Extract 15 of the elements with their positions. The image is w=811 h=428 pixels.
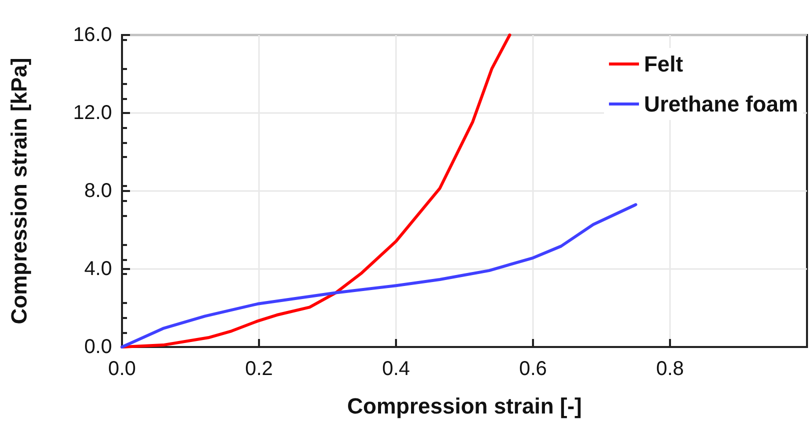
legend-label: Urethane foam [644, 92, 798, 116]
y-tick-label: 16.0 [73, 24, 112, 46]
x-tick-label: 0.6 [519, 358, 547, 380]
x-tick-label: 0.2 [245, 358, 273, 380]
y-tick-label: 8.0 [84, 180, 112, 202]
line-series [120, 203, 638, 348]
x-axis-title: Compression strain [-] [347, 394, 582, 418]
y-tick-label: 0.0 [84, 336, 112, 358]
y-tick-label: 4.0 [84, 258, 112, 280]
y-axis-title: Compression strain [kPa] [6, 58, 32, 324]
y-tick-label: 12.0 [73, 102, 112, 124]
legend-label: Felt [644, 52, 684, 76]
x-tick-label: 0.0 [108, 358, 136, 380]
x-tick-label: 0.8 [656, 358, 684, 380]
x-tick-label: 0.4 [382, 358, 410, 380]
